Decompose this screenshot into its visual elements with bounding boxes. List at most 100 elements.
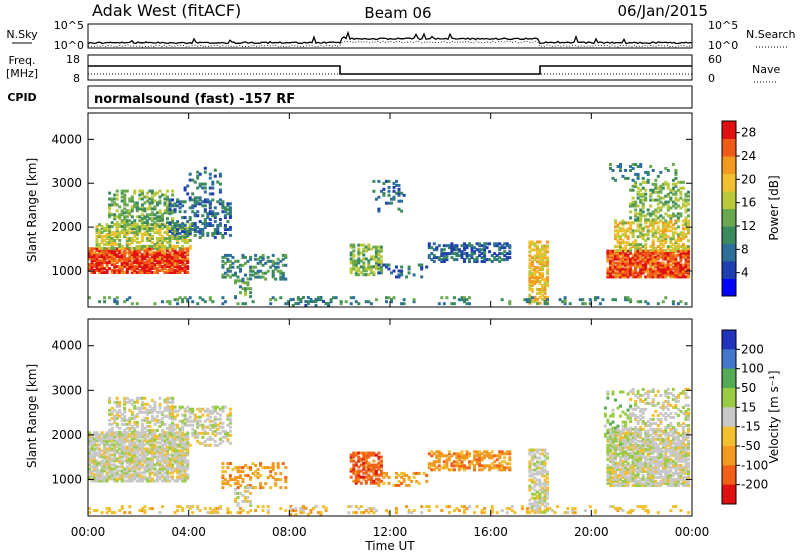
velocity-cell <box>98 447 102 451</box>
velocity-cell <box>95 443 99 447</box>
power-cell <box>631 275 635 279</box>
power-cell <box>140 261 144 265</box>
power-cell <box>687 239 690 243</box>
velocity-cell <box>500 468 504 472</box>
power-cell <box>118 255 122 259</box>
velocity-cell <box>118 453 122 457</box>
power-cell <box>123 249 127 253</box>
velocity-cell <box>125 467 129 471</box>
power-cell <box>100 231 104 235</box>
velocity-cell <box>228 417 232 421</box>
velocity-cell <box>465 450 469 454</box>
power-cell <box>201 298 205 302</box>
power-cell <box>105 261 109 265</box>
power-cell <box>105 225 109 229</box>
power-cell <box>636 223 640 227</box>
velocity-cell <box>543 482 547 486</box>
power-cell <box>606 257 610 261</box>
power-cell <box>664 257 668 261</box>
power-cell <box>218 218 222 222</box>
velocity-cell <box>382 481 386 485</box>
power-cell <box>108 249 112 253</box>
power-cell <box>362 247 366 251</box>
power-cell <box>181 230 185 233</box>
velocity-cell <box>536 496 539 500</box>
velocity-cell <box>541 502 544 506</box>
power-cell <box>143 244 147 248</box>
power-cell <box>156 269 159 272</box>
power-cell <box>88 247 91 251</box>
power-cell <box>644 192 648 196</box>
power-cell <box>113 197 117 201</box>
power-cell <box>382 191 386 195</box>
velocity-cell <box>128 447 132 451</box>
power-cell <box>624 257 628 261</box>
power-cell <box>211 231 215 235</box>
velocity-cell <box>473 468 476 472</box>
velocity-cell <box>349 455 353 459</box>
power-cell <box>108 240 112 244</box>
power-cell <box>676 253 680 257</box>
power-cell <box>684 267 688 271</box>
power-cell <box>108 233 112 236</box>
power-cell <box>171 265 175 269</box>
velocity-cell <box>108 447 112 451</box>
power-cell <box>681 263 685 267</box>
velocity-cell <box>183 465 187 469</box>
power-cell <box>447 244 451 248</box>
power-cell <box>113 215 117 219</box>
power-cell <box>649 251 653 255</box>
power-cell <box>629 257 633 261</box>
power-cell <box>110 239 114 242</box>
power-cell <box>629 202 633 206</box>
power-cell <box>362 261 366 265</box>
power-cell <box>674 255 678 259</box>
power-cell <box>359 251 363 255</box>
power-cell <box>473 260 476 263</box>
velocity-cell <box>95 465 99 469</box>
power-cell <box>93 271 96 274</box>
power-cell <box>201 231 205 235</box>
power-cell <box>128 246 132 250</box>
velocity-cell <box>100 449 104 453</box>
power-cell <box>163 244 167 248</box>
velocity-cell <box>274 482 278 486</box>
velocity-cell <box>536 504 539 508</box>
power-cell <box>621 239 625 243</box>
velocity-cell <box>148 424 152 428</box>
velocity-cell <box>156 414 159 418</box>
power-cell <box>105 265 109 269</box>
power-cell <box>216 231 220 235</box>
power-cell <box>629 243 633 247</box>
velocity-cell <box>186 447 190 451</box>
power-cell <box>123 251 127 255</box>
power-cell <box>463 248 466 252</box>
freq-label: Freq. <box>8 54 35 67</box>
power-cell <box>654 231 658 235</box>
power-cell <box>387 179 391 183</box>
velocity-cell <box>128 469 132 473</box>
power-cell <box>644 267 648 271</box>
power-cell <box>103 271 107 274</box>
power-cell <box>271 275 275 279</box>
velocity-cell <box>115 404 119 408</box>
velocity-cell <box>543 462 547 466</box>
velocity-cell <box>465 456 469 460</box>
power-cell <box>624 253 628 257</box>
velocity-cell <box>166 404 169 408</box>
velocity-cell <box>143 455 147 459</box>
velocity-cell <box>128 451 132 455</box>
velocity-cell <box>369 465 373 469</box>
power-cell <box>95 225 99 229</box>
power-cell <box>115 265 119 269</box>
power-cell <box>213 216 217 220</box>
power-cell <box>621 247 625 251</box>
power-cell <box>115 253 119 257</box>
power-cell <box>619 221 622 225</box>
power-cell <box>432 248 436 252</box>
velocity-cell <box>130 433 134 437</box>
velocity-cell <box>115 459 119 463</box>
power-cell <box>120 191 124 195</box>
power-cell <box>616 269 620 273</box>
power-cell <box>118 249 122 253</box>
